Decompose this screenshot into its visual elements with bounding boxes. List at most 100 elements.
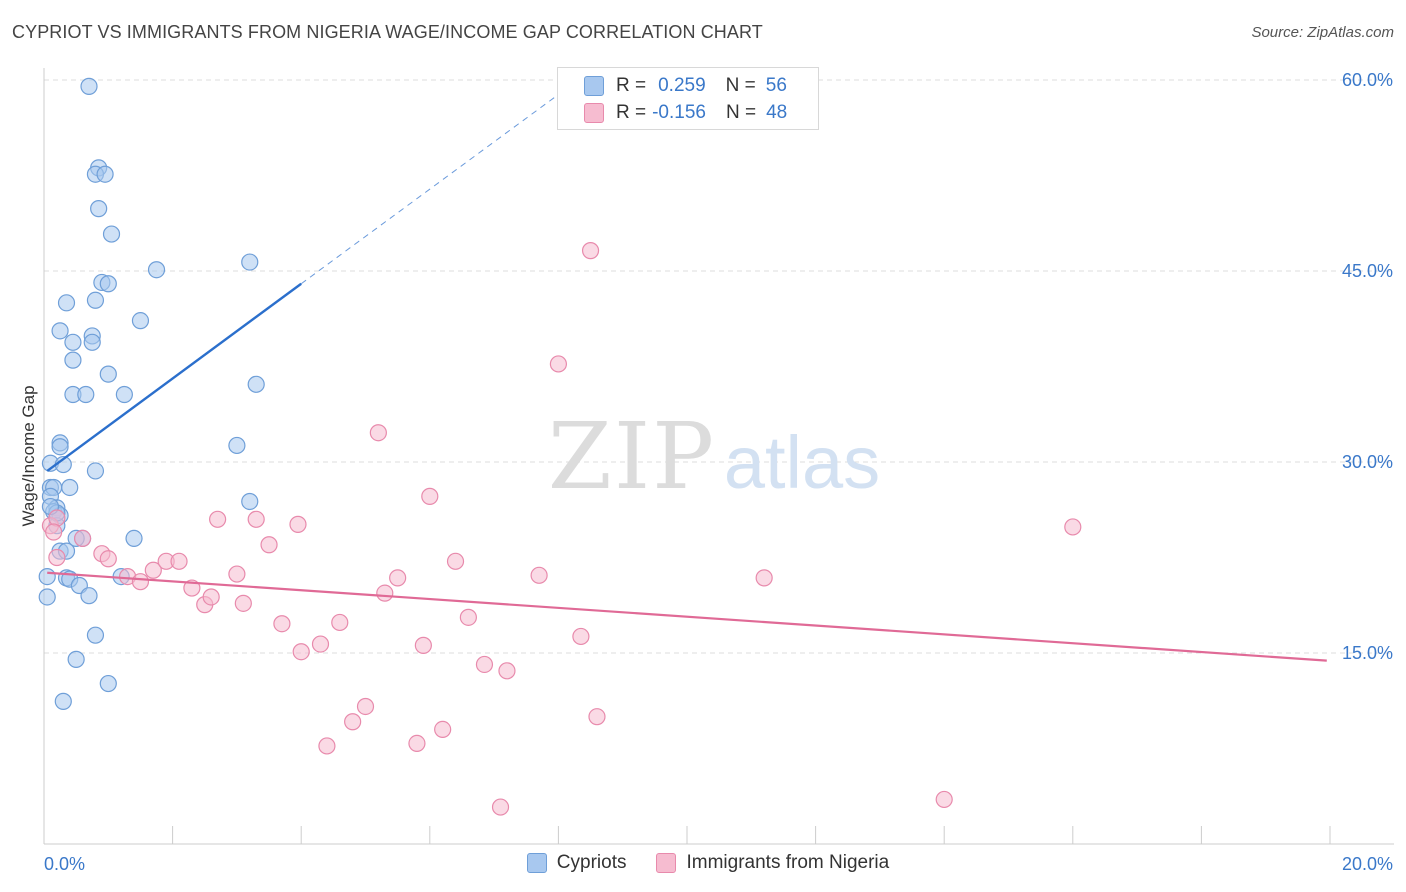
nigeria-point <box>755 569 773 587</box>
cypriot-point <box>67 650 85 668</box>
cypriots-trend-extension <box>300 84 572 285</box>
nigeria-point <box>588 708 606 726</box>
cypriot-point <box>51 322 69 340</box>
series-legend: Cypriots Immigrants from Nigeria <box>0 852 1406 874</box>
nigeria-point <box>292 643 310 661</box>
cypriot-point <box>86 291 105 309</box>
trend-layer <box>46 84 1327 662</box>
cypriots-points <box>38 77 265 710</box>
nigeria-point <box>344 713 362 731</box>
correlation-legend: R = 0.259 N = 56 R = -0.156 N = 48 <box>557 67 819 130</box>
cypriot-point <box>228 436 246 455</box>
nigeria-point <box>247 510 265 528</box>
nigeria-point <box>99 550 117 568</box>
legend-row-nigeria: R = -0.156 N = 48 <box>616 100 787 126</box>
source-label: Source: ZipAtlas.com <box>1251 24 1394 41</box>
nigeria-point <box>408 734 426 753</box>
nigeria-point <box>318 737 336 755</box>
chart-title: CYPRIOT VS IMMIGRANTS FROM NIGERIA WAGE/… <box>12 22 763 42</box>
grid-layer <box>44 79 1394 654</box>
nigeria-point <box>421 487 439 505</box>
nigeria-point <box>935 790 953 809</box>
labels-layer: 15.0% 30.0% 45.0% 60.0% 0.0% 20.0% Wage/Income… <box>19 70 1393 874</box>
nigeria-point <box>48 548 66 567</box>
legend-n-label: N = <box>725 102 757 123</box>
nigeria-point <box>260 536 278 554</box>
nigeria-point <box>131 573 150 591</box>
nigeria-point <box>376 584 394 602</box>
cypriot-point <box>86 462 105 480</box>
cypriot-point <box>247 375 265 393</box>
cypriot-point <box>54 692 72 710</box>
cypriot-point <box>125 529 143 548</box>
cypriot-point <box>64 351 82 369</box>
cypriot-point <box>38 588 56 606</box>
legend-n-value: 48 <box>766 102 788 123</box>
nigeria-point <box>581 242 600 260</box>
legend-row-cypriots: R = 0.259 N = 56 <box>616 73 787 99</box>
x-tick-label: 0.0% <box>44 854 85 874</box>
nigeria-point <box>459 608 477 626</box>
cypriot-point <box>57 294 76 312</box>
legend-n-value: 56 <box>765 75 787 96</box>
nigeria-point <box>209 510 227 528</box>
cypriot-point <box>147 261 166 279</box>
legend-r-label: R = <box>616 102 647 123</box>
nigeria-point <box>498 662 516 680</box>
cypriot-point <box>99 674 117 693</box>
cypriot-point <box>96 165 114 183</box>
legend-r-value: -0.156 <box>652 102 706 123</box>
nigeria-point <box>331 613 349 632</box>
nigeria-point <box>446 552 465 570</box>
legend-swatch-cypriots <box>584 76 604 96</box>
cypriot-point <box>241 253 259 271</box>
nigeria-point <box>311 635 330 653</box>
cypriot-point <box>102 225 121 243</box>
cypriots-swatch <box>526 853 547 873</box>
cypriot-point <box>90 200 108 218</box>
nigeria-point <box>202 588 220 606</box>
nigeria-point <box>549 355 568 373</box>
cypriot-point <box>99 365 117 383</box>
legend-n-label: N = <box>725 75 756 96</box>
nigeria-point <box>289 515 307 533</box>
legend-r-label: R = <box>616 75 647 96</box>
watermark: ZIP atlas <box>548 403 880 510</box>
nigeria-point <box>356 697 375 716</box>
y-tick-label: 60.0% <box>1342 70 1393 90</box>
y-axis-label: Wage/Income Gap <box>19 385 38 526</box>
nigeria-points <box>41 242 1082 816</box>
nigeria-point <box>414 636 432 654</box>
nigeria-point <box>45 523 63 541</box>
cypriot-point <box>86 626 105 644</box>
y-tick-label: 15.0% <box>1342 643 1393 663</box>
cypriot-point <box>51 438 69 456</box>
cypriot-point <box>241 492 259 511</box>
nigeria-point <box>491 798 510 816</box>
y-tick-label: 45.0% <box>1342 261 1393 281</box>
nigeria-point <box>1064 518 1082 536</box>
cypriot-point <box>61 478 79 497</box>
cypriot-point <box>80 587 98 605</box>
legend-r-value: 0.259 <box>658 75 706 96</box>
nigeria-label: Immigrants from Nigeria <box>686 852 890 873</box>
cypriot-point <box>131 312 150 330</box>
cypriot-point <box>83 333 101 351</box>
y-tick-label: 30.0% <box>1342 452 1393 472</box>
series-legend-nigeria[interactable]: Immigrants from Nigeria <box>656 852 889 874</box>
nigeria-point <box>73 529 92 548</box>
cypriot-point <box>80 77 98 95</box>
x-tick-label: 20.0% <box>1342 854 1393 874</box>
nigeria-point <box>572 627 590 646</box>
cypriot-point <box>77 385 95 404</box>
cypriots-label: Cypriots <box>556 852 627 873</box>
watermark-atlas: atlas <box>724 421 880 504</box>
cypriot-point <box>38 567 56 586</box>
nigeria-point <box>234 594 252 612</box>
nigeria-point <box>389 569 407 587</box>
nigeria-point <box>144 561 162 579</box>
nigeria-trend-line <box>47 571 1327 662</box>
nigeria-point <box>228 565 246 583</box>
series-legend-cypriots[interactable]: Cypriots <box>526 852 627 874</box>
